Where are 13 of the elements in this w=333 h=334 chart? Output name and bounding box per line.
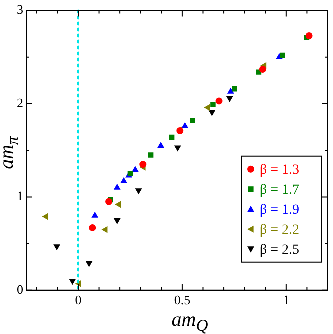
- x-tick-label: 0: [75, 292, 82, 308]
- legend-label: β = 1.3: [260, 163, 300, 178]
- y-tick-label: 1: [17, 188, 24, 204]
- legend-label: β = 2.2: [260, 223, 300, 238]
- y-tick-label: 0: [17, 282, 24, 297]
- legend-label: β = 1.7: [260, 183, 300, 198]
- x-tick-label: 1: [283, 292, 290, 308]
- y-tick-label: 3: [17, 2, 24, 18]
- legend-label: β = 1.9: [260, 203, 300, 218]
- x-axis-title: am$_{Q}$: [170, 309, 210, 334]
- legend-label: β = 2.5: [260, 243, 300, 258]
- y-tick-label: 2: [17, 95, 24, 110]
- x-tick-label: 0.5: [174, 292, 191, 308]
